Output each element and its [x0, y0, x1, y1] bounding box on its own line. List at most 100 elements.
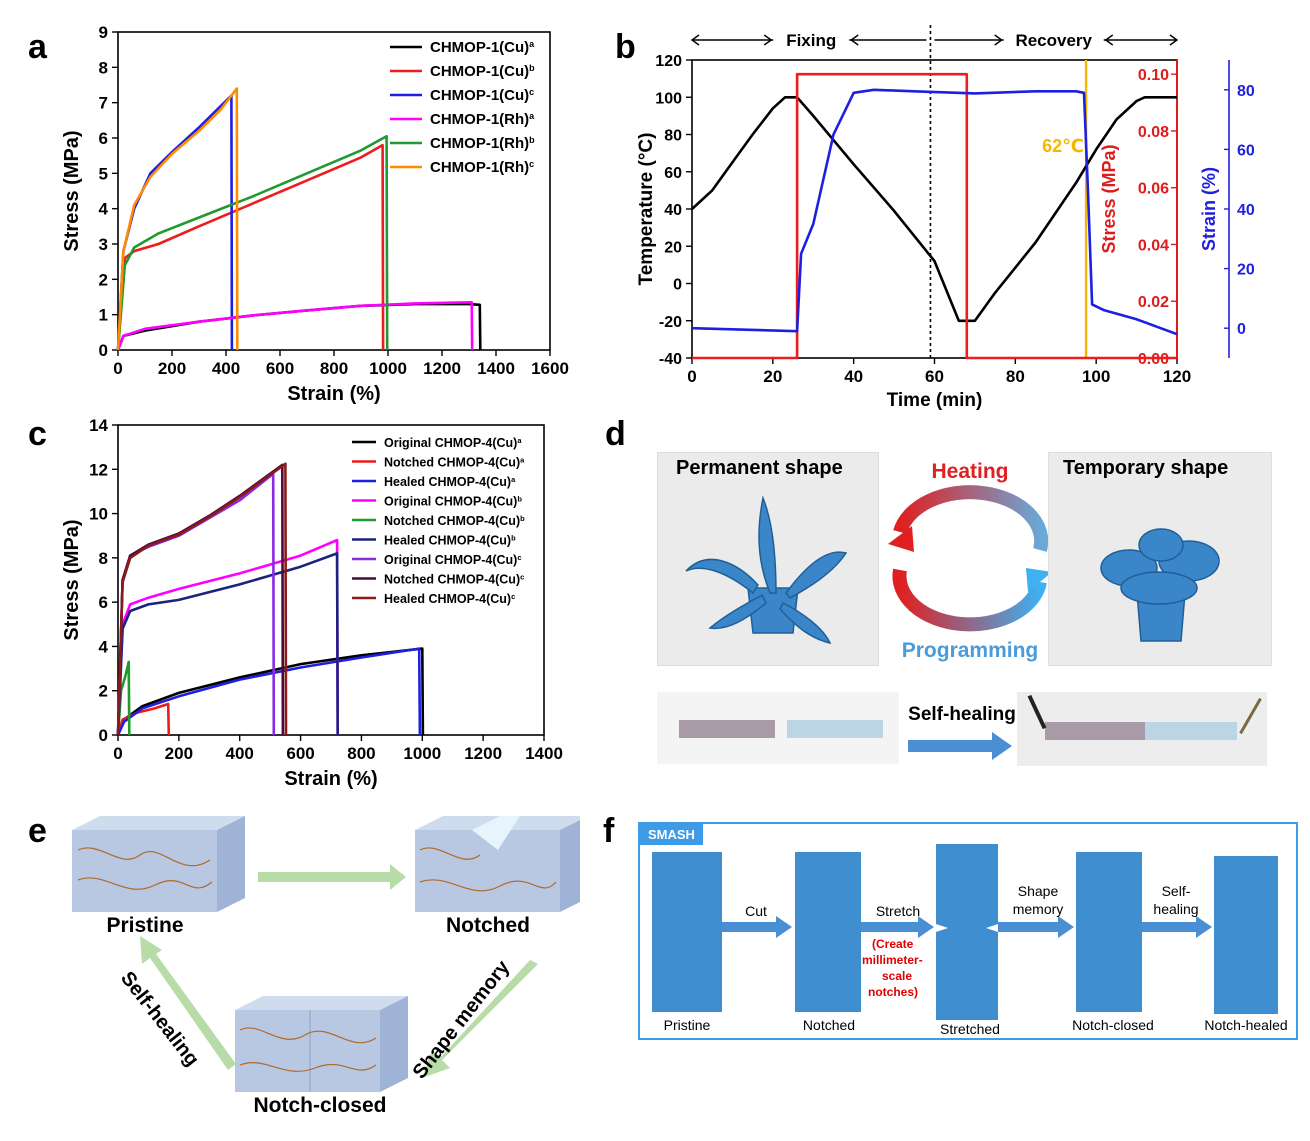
- y2-axis-label: Stress (MPa): [1099, 144, 1119, 253]
- legend-label-6: Original CHMOP-4(Cu)c: [384, 553, 522, 568]
- arrowhead-2: [994, 34, 1003, 46]
- notched-label: Notched: [446, 914, 530, 937]
- fixing-bg: [773, 28, 850, 50]
- arrowhead-right-end: [1169, 34, 1179, 46]
- stretch-note-4: notches): [868, 985, 918, 999]
- y2-tick-label: 0.02: [1138, 294, 1169, 311]
- strip-notched: [795, 852, 861, 1012]
- panel-label-f: f: [603, 812, 615, 850]
- series-line-1: [692, 72, 1177, 360]
- panel-f: SMASH Cut Stretch (Create millimeter- sc…: [638, 822, 1298, 1040]
- label-pristine: Pristine: [664, 1017, 711, 1033]
- series-line-6: [116, 472, 276, 736]
- panel-f-figure: Cut Stretch (Create millimeter- scale no…: [652, 844, 1288, 1037]
- heating-programming-cycle: Heating Programming: [888, 460, 1052, 662]
- smash-tag: SMASH: [640, 824, 703, 845]
- series-line-0: [691, 96, 1177, 323]
- x-tick-label: 200: [165, 744, 193, 763]
- x-tick-label: 400: [226, 744, 254, 763]
- temporary-shape-photo: Temporary shape: [1048, 452, 1272, 666]
- x-tick-label: 600: [266, 359, 294, 378]
- x-tick-label: 600: [286, 744, 314, 763]
- notch-closed-block: [235, 996, 408, 1092]
- y2-tick-label: 0.00: [1138, 351, 1169, 368]
- x-tick-label: 1400: [525, 744, 563, 763]
- y-tick-label: 2: [99, 270, 108, 289]
- y2-tick-label: 0.10: [1138, 67, 1169, 84]
- chart-a: 0 200 400 600 800 1000 1200 1400 1600 0 1 2 3 4 5 6 7 8 9 S…: [61, 23, 569, 405]
- y3-tick-label: 20: [1237, 262, 1255, 279]
- flower-temporary-image: [1100, 528, 1220, 642]
- pristine-label: Pristine: [106, 914, 183, 937]
- x-tick-label: 800: [320, 359, 348, 378]
- y2-tick-label: 0.04: [1138, 237, 1169, 254]
- y-tick-label: 20: [664, 239, 682, 256]
- legend-label-0: CHMOP-1(Cu)a: [430, 39, 535, 56]
- series-line-1: [116, 702, 171, 736]
- flower-permanent-image: [685, 495, 848, 645]
- programming-label: Programming: [902, 639, 1039, 662]
- permanent-shape-title: Permanent shape: [676, 457, 843, 479]
- legend-label-8: Healed CHMOP-4(Cu)c: [384, 592, 515, 607]
- shape-memory-f-1: Shape: [1018, 883, 1059, 899]
- y-axis-label: Temperature (°C): [636, 133, 657, 286]
- stretch-note-1: (Create: [872, 937, 914, 951]
- legend-label-1: CHMOP-1(Cu)b: [430, 63, 535, 80]
- y3-tick-label: 80: [1237, 83, 1255, 100]
- y-axis-label: Stress (MPa): [61, 519, 83, 640]
- y-tick-label: 4: [99, 637, 109, 656]
- self-healing-f-1: Self-: [1162, 883, 1191, 899]
- series-line-5: [116, 87, 239, 351]
- panel-label-d: d: [605, 415, 626, 453]
- series-line-0: [116, 647, 425, 736]
- label-notched: Notched: [803, 1017, 855, 1033]
- y-tick-label: 40: [664, 202, 682, 219]
- x-tick-label: 1200: [423, 359, 461, 378]
- y-tick-label: 9: [99, 23, 108, 42]
- stretch-note-2: millimeter-: [862, 953, 923, 967]
- x-tick-label: 40: [844, 367, 863, 386]
- series-line-3: [116, 538, 339, 736]
- label-stretched: Stretched: [940, 1021, 1000, 1037]
- healed-strip-photo: [1017, 692, 1267, 766]
- x-tick-label: 80: [1006, 367, 1025, 386]
- y-tick-label: 14: [89, 416, 108, 435]
- x-axis-label: Strain (%): [284, 768, 377, 790]
- x-tick-label: 1200: [464, 744, 502, 763]
- legend-label-4: Notched CHMOP-4(Cu)b: [384, 514, 525, 529]
- panel-e: Pristine Notched Notch-closed Shape memo…: [72, 816, 580, 1117]
- series-line-8: [116, 462, 288, 736]
- permanent-shape-photo: Permanent shape: [657, 452, 879, 666]
- y-tick-label: 5: [99, 164, 108, 183]
- x-tick-label: 1600: [531, 359, 569, 378]
- y-tick-label: 12: [89, 460, 108, 479]
- panel-label-a: a: [28, 28, 48, 66]
- panel-d: Permanent shape Heating Programming Temp…: [655, 450, 1295, 770]
- chart-b: 0 20 40 60 80 100 120 -40 -20 0 20 40 60 80 100 120 Time…: [636, 25, 1255, 411]
- y-tick-label: -40: [659, 351, 682, 368]
- strip-pristine: [652, 852, 722, 1012]
- recovery-label: Recovery: [1015, 31, 1092, 50]
- y-tick-label: 0: [99, 726, 108, 745]
- x-tick-label: 0: [687, 367, 696, 386]
- panel-label-b: b: [615, 28, 636, 66]
- series-line-2: [116, 94, 234, 351]
- x-tick-label: 0: [113, 744, 122, 763]
- chart-c: 0 200 400 600 800 1000 1200 1400 0 2 4 6 8 10 12 14 Stra…: [61, 416, 563, 790]
- series-line-2: [691, 88, 1178, 336]
- y3-tick-label: 60: [1237, 142, 1255, 159]
- y-tick-label: 6: [99, 129, 108, 148]
- y-tick-label: 100: [655, 90, 682, 107]
- y-tick-label: 2: [99, 682, 108, 701]
- heating-label: Heating: [931, 460, 1008, 483]
- series-line-1: [116, 143, 385, 351]
- y-tick-label: 1: [99, 306, 108, 325]
- strip-notch-healed: [1214, 856, 1278, 1014]
- y-tick-label: 120: [655, 53, 682, 70]
- shape-memory-label: Shape memory: [409, 956, 515, 1083]
- notch-closed-label: Notch-closed: [253, 1094, 386, 1117]
- y-tick-label: 0: [673, 277, 682, 294]
- strip-notch-closed: [1076, 852, 1142, 1012]
- legend-label-3: CHMOP-1(Rh)a: [430, 111, 535, 128]
- y-tick-label: 10: [89, 505, 108, 524]
